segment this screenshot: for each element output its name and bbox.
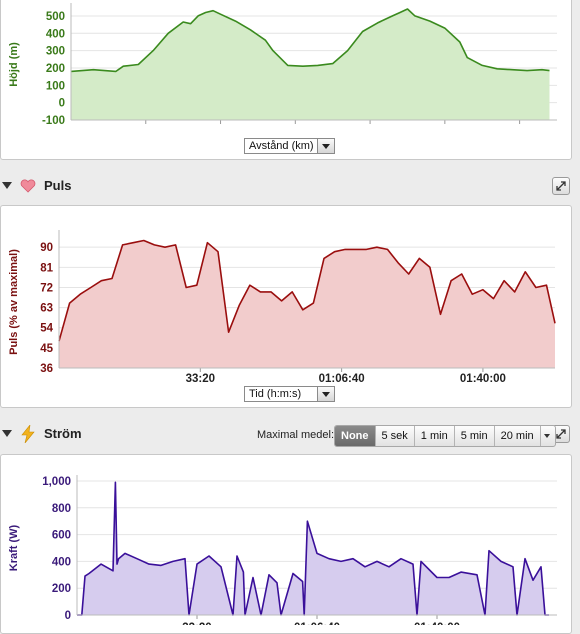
y-tick-label: 300 [46,46,65,58]
collapse-triangle-icon[interactable] [2,430,12,437]
expand-icon[interactable] [552,177,570,195]
y-tick-label: 200 [46,63,65,75]
y-tick-label: 0 [59,98,65,110]
smoothing-option-1-min[interactable]: 1 min [415,426,455,446]
collapse-triangle-icon[interactable] [2,182,12,189]
heart-xaxis-select-value: Tid (h:m:s) [249,388,302,400]
y-tick-label: 400 [46,28,65,40]
y-tick-label: 1,000 [42,476,71,488]
y-tick-label: 72 [40,282,53,294]
heart-icon [20,179,36,193]
series-area [59,240,555,368]
power-panel-header[interactable]: Ström Maximal medel: [0,415,580,453]
series-line [70,8,550,73]
chevron-down-icon[interactable] [317,139,334,153]
chevron-down-icon[interactable] [317,387,334,401]
power-panel-title: Ström [44,426,82,441]
y-axis-label: Höjd (m) [8,42,20,87]
y-tick-label: 500 [46,11,65,23]
power-panel: 1,000800600400200033:2001:06:4001:40:00K… [0,454,572,634]
y-tick-label: -100 [42,115,65,125]
y-tick-label: 36 [40,363,53,375]
smoothing-label: Maximal medel: [257,429,335,441]
heart-panel-header[interactable]: Puls [0,167,580,205]
smoothing-option-5-sek[interactable]: 5 sek [376,426,415,446]
series-line [58,239,556,342]
y-tick-label: 81 [40,262,53,274]
y-tick-label: 100 [46,80,65,92]
elevation-xaxis-select[interactable]: Avstånd (km) [244,138,335,154]
x-tick-label: 33:20 [186,373,215,385]
y-tick-label: 45 [40,343,53,355]
power-chart: 1,000800600400200033:2001:06:4001:40:00K… [8,475,557,625]
y-tick-label: 400 [52,556,71,568]
series-area [77,482,549,615]
chevron-down-icon[interactable] [541,426,555,446]
heart-chart: 90 81 72 63 54 45 36 33:20 01:06:40 01:40:00 Puls … [8,230,556,385]
x-tick-label: 01:06:40 [319,373,365,385]
heart-panel: 90 81 72 63 54 45 36 33:20 01:06:40 01:40:00 Puls … [0,205,572,408]
y-tick-label: 800 [52,503,71,515]
smoothing-option-20-min[interactable]: 20 min [495,426,541,446]
series-line [77,481,549,616]
lightning-icon [21,425,35,443]
y-tick-label: 90 [40,242,53,254]
smoothing-segmented-control: None 5 sek 1 min 5 min 20 min [334,425,556,447]
heart-panel-title: Puls [44,178,72,193]
y-tick-label: 0 [65,610,71,622]
y-tick-label: 54 [40,323,53,335]
y-axis-label: Puls (% av maximal) [8,249,20,355]
elevation-xaxis-select-value: Avstånd (km) [249,140,314,152]
smoothing-option-none[interactable]: None [335,426,376,446]
y-axis-label: Kraft (W) [8,524,20,571]
smoothing-option-5-min[interactable]: 5 min [455,426,495,446]
y-tick-label: 63 [40,303,53,315]
heart-xaxis-select[interactable]: Tid (h:m:s) [244,386,335,402]
y-tick-label: 600 [52,530,71,542]
series-area [71,9,550,120]
x-tick-label: 01:40:00 [460,373,506,385]
y-tick-label: 200 [52,583,71,595]
